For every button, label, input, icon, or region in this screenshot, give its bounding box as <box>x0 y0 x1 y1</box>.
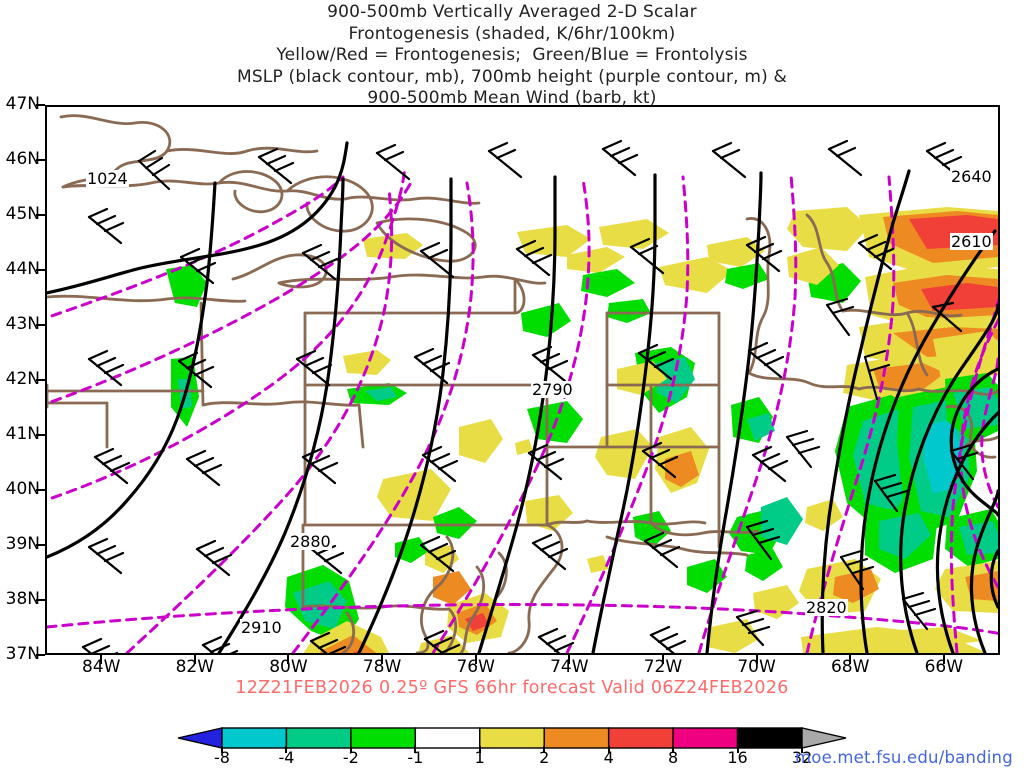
source-watermark[interactable]: moe.met.fsu.edu/banding <box>795 748 1013 767</box>
frontogenesis-shading <box>166 207 998 653</box>
colorbar-labels: -8 -4 -2 -1 1 2 4 8 16 32 <box>0 746 1024 768</box>
contour-label-2790: 2790 <box>531 380 574 399</box>
x-axis-tick-80w: 80W <box>269 657 308 677</box>
colorbar-swatch-1[interactable] <box>285 727 352 749</box>
colorbar-swatch-7[interactable] <box>672 727 739 749</box>
colorbar-over-arrow <box>801 727 847 749</box>
y-axis-tick-45n: 45N <box>5 204 40 224</box>
title-line-3: Yellow/Red = Frontogenesis; Green/Blue =… <box>276 45 748 65</box>
wind-barbs <box>81 139 979 653</box>
y-axis-tick-43n: 43N <box>5 314 40 334</box>
y-axis-tickmark <box>36 379 45 381</box>
contour-label-2640: 2640 <box>950 167 993 186</box>
y-axis-tick-38n: 38N <box>5 589 40 609</box>
colorbar-swatch-5[interactable] <box>543 727 610 749</box>
colorbar-tickmark <box>349 746 352 753</box>
colorbar-swatch-0[interactable] <box>221 727 288 749</box>
colorbar[interactable] <box>176 726 848 750</box>
colorbar-tick-2: 2 <box>539 748 550 767</box>
y-axis-tickmark <box>36 214 45 216</box>
colorbar-tickmark <box>414 746 417 753</box>
x-axis-tickmark <box>474 655 477 664</box>
y-axis-tick-44n: 44N <box>5 259 40 279</box>
colorbar-tick-4: 4 <box>603 748 614 767</box>
y-axis-tickmark <box>36 159 45 161</box>
y-axis-tickmark <box>36 324 45 326</box>
x-axis-tickmark <box>942 655 945 664</box>
map-canvas <box>47 114 998 653</box>
colorbar-tick-8: 8 <box>668 748 679 767</box>
contour-label-2910: 2910 <box>240 618 283 637</box>
colorbar-swatch-6[interactable] <box>607 727 674 749</box>
x-axis-tickmark <box>100 655 103 664</box>
y-axis-tickmark <box>36 104 45 106</box>
x-axis-tickmark <box>381 655 384 664</box>
forecast-caption: 12Z21FEB2026 0.25º GFS 66hr forecast Val… <box>235 678 789 698</box>
y-axis-tick-39n: 39N <box>5 534 40 554</box>
colorbar-tick-neg1: -1 <box>407 748 424 767</box>
colorbar-swatch-2[interactable] <box>350 727 417 749</box>
y-axis-tickmark <box>36 654 45 656</box>
y-axis-tickmark <box>36 489 45 491</box>
x-axis-tick-84w: 84W <box>81 657 121 677</box>
contour-label-2610: 2610 <box>950 232 993 251</box>
colorbar-tickmark <box>607 746 610 753</box>
y-axis-tickmark <box>36 434 45 436</box>
colorbar-tick-16: 16 <box>727 748 748 767</box>
colorbar-tickmark <box>801 746 803 753</box>
x-axis-tickmark <box>755 655 758 664</box>
colorbar-swatch-4[interactable] <box>479 727 545 749</box>
x-axis-tick-68w: 68W <box>830 657 870 677</box>
y-axis-tickmark <box>36 599 45 601</box>
colorbar-swatch-3[interactable] <box>414 727 481 749</box>
x-axis-tick-72w: 72W <box>643 657 683 677</box>
colorbar-tick-neg2: -2 <box>342 748 359 767</box>
contour-label-1024: 1024 <box>86 169 129 188</box>
colorbar-tickmark <box>672 746 675 753</box>
x-axis-tickmark <box>193 655 196 664</box>
x-axis-tickmark <box>568 655 571 664</box>
colorbar-tickmark <box>478 746 481 753</box>
x-axis-tick-78w: 78W <box>362 657 402 677</box>
y-axis-tickmark <box>36 544 45 546</box>
colorbar-tickmark <box>285 746 288 753</box>
x-axis-tick-66w: 66W <box>924 657 964 677</box>
title-line-4: MSLP (black contour, mb), 700mb height (… <box>236 66 788 87</box>
x-axis-tickmark <box>849 655 852 664</box>
x-axis-tickmark <box>661 655 664 664</box>
title-line-1: 900-500mb Vertically Averaged 2-D Scalar <box>327 2 697 22</box>
colorbar-tick-neg4: -4 <box>278 748 295 767</box>
title-line-2: Frontogenesis (shaded, K/6hr/100km) <box>348 23 676 44</box>
contour-label-2820: 2820 <box>805 598 848 617</box>
colorbar-tick-neg8: -8 <box>214 748 230 767</box>
y-axis-tick-40n: 40N <box>5 479 40 499</box>
y-axis-tick-46n: 46N <box>5 149 40 169</box>
x-axis-tick-76w: 76W <box>456 657 495 677</box>
colorbar-swatch-8[interactable] <box>736 727 803 749</box>
contour-label-2880: 2880 <box>289 532 332 551</box>
colorbar-tickmark <box>221 746 223 753</box>
colorbar-tick-32: 32 <box>791 748 813 767</box>
x-axis-tick-82w: 82W <box>175 657 215 677</box>
y-axis-tick-37n: 37N <box>5 644 40 664</box>
colorbar-under-arrow <box>177 727 223 749</box>
mslp-contours <box>47 141 998 653</box>
height-contours-700mb <box>47 165 998 653</box>
page-title: 900-500mb Vertically Averaged 2-D Scalar… <box>0 2 1024 110</box>
y-axis-tick-42n: 42N <box>5 369 40 389</box>
y-axis-tick-47n: 47N <box>5 94 40 114</box>
y-axis-tickmark <box>36 269 45 271</box>
x-axis-tick-70w: 70W <box>737 657 776 677</box>
y-axis-tick-41n: 41N <box>5 424 40 444</box>
colorbar-tick-1: 1 <box>474 748 485 767</box>
x-axis-tick-74w: 74W <box>550 657 589 677</box>
colorbar-tickmark <box>736 746 739 753</box>
x-axis-tickmark <box>287 655 290 664</box>
map-plot-area[interactable]: 1024 2790 2880 2910 2640 2610 2820 <box>45 105 1000 655</box>
title-line-5: 900-500mb Mean Wind (barb, kt) <box>367 88 657 108</box>
colorbar-tickmark <box>543 746 546 753</box>
